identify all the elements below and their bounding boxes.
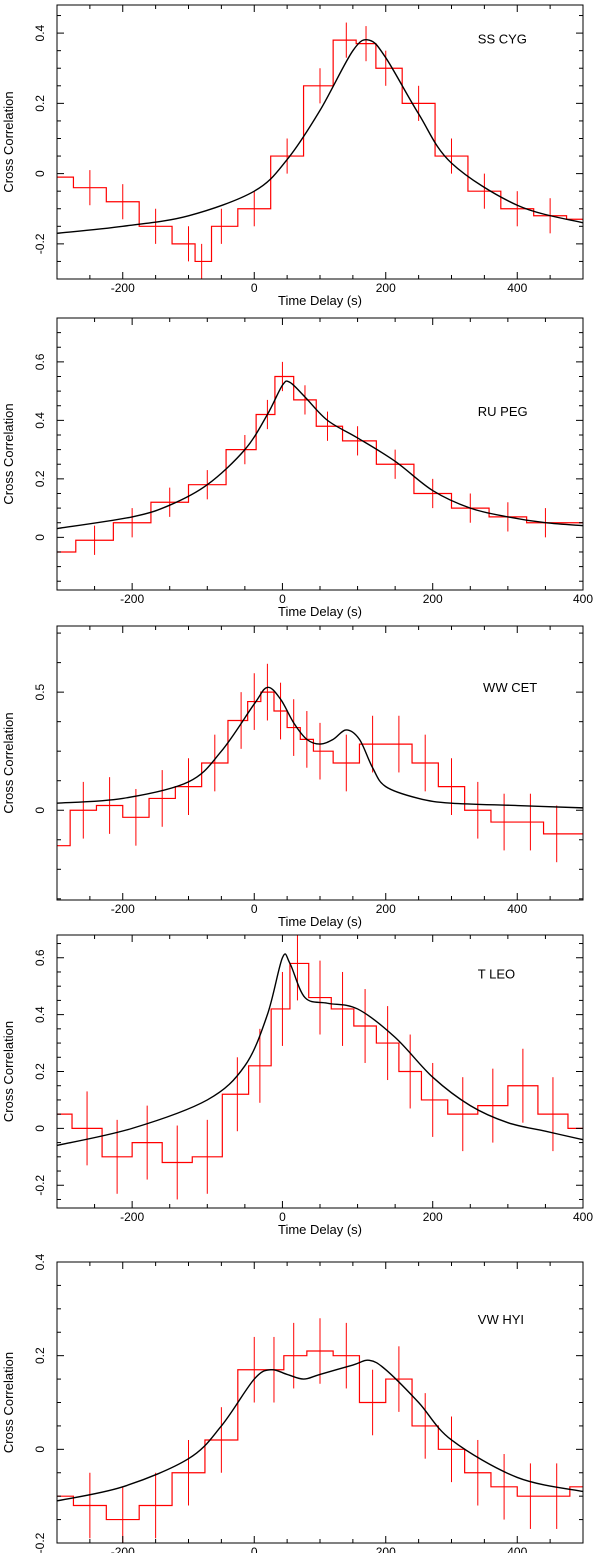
x-tick-label: 0 [251,1545,258,1553]
model-curve [57,38,583,235]
y-tick-label: 0.4 [33,412,47,429]
x-tick-label: 0 [251,902,258,916]
y-tick-label: 0.6 [33,949,47,966]
model-curve [57,1359,583,1502]
x-tick-label: 0 [251,281,258,295]
y-tick-label: 0.4 [33,24,47,41]
y-tick-label: 0.4 [33,1253,47,1270]
y-tick-label: 0.2 [33,95,47,112]
y-tick-label: 0.2 [33,470,47,487]
y-axis-title: Cross Correlation [1,403,16,504]
model-curve [57,953,583,1147]
y-tick-label: 0.4 [33,1006,47,1023]
y-axis-title: Cross Correlation [1,1021,16,1122]
y-tick-label: 0.6 [33,353,47,370]
panel-2: -200 0 200 400 0 0.2 0.4 0.6 Time Delay (s) Cross… [1,317,593,619]
x-tick-label: 0 [279,592,286,606]
x-tick-label: 400 [507,281,527,295]
x-axis-title: Time Delay (s) [278,293,362,308]
y-tick-label: 0 [33,170,47,177]
panel-4: -200 0 200 400 -0.2 0 0.2 0.4 0.6 Time Delay (s) C… [1,934,593,1237]
data-histogram [57,691,583,847]
x-tick-label: -200 [111,902,135,916]
data-histogram [57,1350,583,1521]
x-tick-label: 200 [376,281,396,295]
panel-label: SS CYG [478,31,527,46]
x-tick-label: 200 [376,1545,396,1553]
data-histogram [57,39,583,263]
y-tick-label: -0.2 [33,233,47,254]
x-axis-title: Time Delay (s) [278,914,362,929]
model-curve [57,380,583,530]
x-tick-label: 0 [279,1210,286,1224]
x-axis-title: Time Delay (s) [278,1222,362,1237]
data-series [57,22,583,279]
x-tick-label: -200 [111,281,135,295]
x-tick-label: 400 [573,1210,593,1224]
y-axis-title: Cross Correlation [1,1352,16,1453]
x-tick-label: -200 [111,1545,135,1553]
y-tick-label: -0.2 [33,1532,47,1553]
panel-label: WW CET [483,680,537,695]
y-tick-label: 0.2 [33,1063,47,1080]
x-tick-label: 200 [376,902,396,916]
data-series [57,361,583,567]
y-tick-label: 0 [33,1446,47,1453]
panel-1: -200 0 200 400 -0.2 0 0.2 0.4 Time Delay (s) Cros… [1,4,584,308]
x-tick-label: 400 [507,902,527,916]
x-tick-label: 200 [423,592,443,606]
y-tick-label: 0 [33,807,47,814]
panel-label: VW HYI [478,1312,524,1327]
model-curve [57,686,583,809]
y-axis-title: Cross Correlation [1,91,16,192]
data-series [57,1318,583,1543]
data-histogram [57,375,583,553]
y-tick-label: 0 [33,534,47,541]
y-tick-label: -0.2 [33,1175,47,1196]
x-axis-title: Time Delay (s) [278,604,362,619]
y-tick-label: 0.5 [33,683,47,700]
panel-label: T LEO [478,967,515,982]
x-tick-label: 400 [573,592,593,606]
x-tick-label: -200 [120,592,144,606]
panel-label: RU PEG [478,404,528,419]
y-tick-label: 0 [33,1125,47,1132]
y-tick-label: 0.2 [33,1347,47,1364]
x-tick-label: 200 [423,1210,443,1224]
plot-frame [56,317,584,591]
x-tick-label: 400 [507,1545,527,1553]
x-tick-label: -200 [120,1210,144,1224]
y-axis-title: Cross Correlation [1,712,16,813]
data-series [57,663,583,875]
data-series [57,935,583,1200]
panel-3: -200 0 200 400 0 0.5 Time Delay (s) Cross Corre… [1,625,584,929]
